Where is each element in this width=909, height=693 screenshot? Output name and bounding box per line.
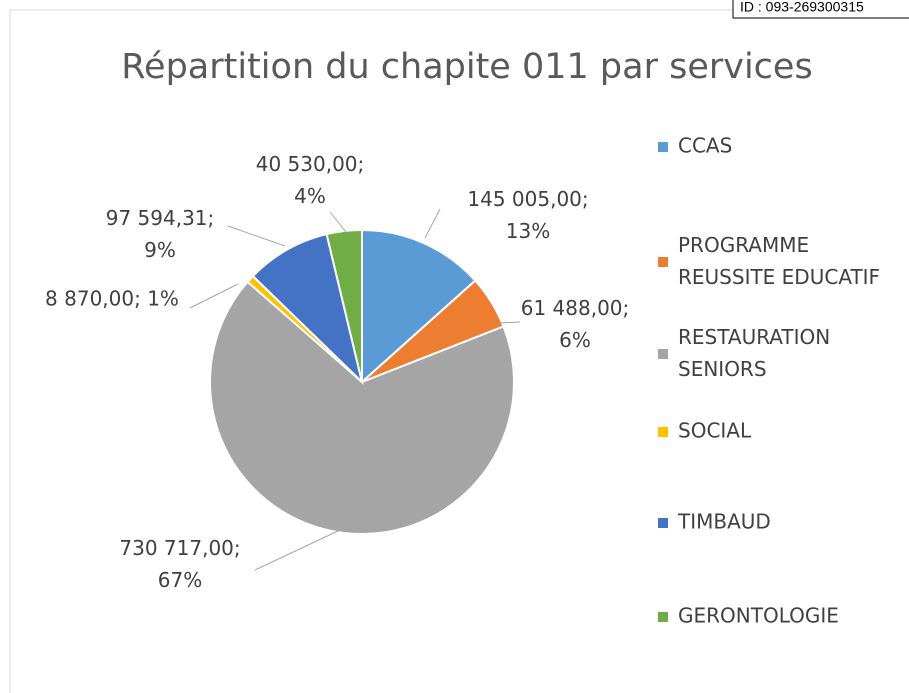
line: 9%	[144, 238, 176, 262]
line: 40 530,00;	[256, 152, 365, 176]
legend-swatch	[658, 257, 668, 267]
chart-title: Répartition du chapite 011 par services	[121, 47, 812, 87]
data-label: 40 530,00; 4%	[256, 152, 365, 208]
line: RESTAURATION	[678, 325, 830, 349]
line: REUSSITE EDUCATIF	[678, 265, 880, 289]
legend-swatch	[658, 349, 668, 359]
line: PROGRAMME	[678, 233, 809, 257]
legend-label: CCAS	[678, 134, 732, 158]
legend-label: TIMBAUD	[677, 510, 771, 534]
leader-line	[254, 529, 341, 571]
line: 97 594,31;	[106, 206, 215, 230]
leader-line	[189, 283, 239, 309]
legend-label: GERONTOLOGIE	[678, 604, 839, 628]
stamp-box	[732, 0, 909, 19]
data-label: 61 488,00; 6%	[521, 296, 630, 352]
line: 6%	[559, 328, 591, 352]
line: 145 005,00;	[467, 187, 588, 211]
pie-slice	[325, 228, 363, 383]
data-label: 8 870,00; 1%	[45, 287, 179, 311]
legend-label: PROGRAMME REUSSITE EDUCATIF	[678, 233, 880, 289]
pie-slice	[361, 228, 477, 385]
data-label: 97 594,31; 9%	[106, 206, 215, 262]
leader-line	[227, 225, 286, 247]
leader-line	[499, 321, 521, 324]
line: 730 717,00;	[119, 536, 240, 560]
data-label: 730 717,00; 67%	[119, 536, 240, 592]
line: 61 488,00;	[521, 296, 630, 320]
leader-line	[329, 211, 347, 233]
leader-line	[424, 208, 441, 239]
line: 13%	[506, 219, 550, 243]
legend-label: RESTAURATION SENIORS	[678, 325, 830, 381]
legend-swatch	[658, 142, 668, 152]
legend-label: SOCIAL	[678, 419, 752, 443]
legend-swatch	[658, 427, 668, 437]
legend-swatch	[658, 518, 668, 528]
line: 67%	[158, 568, 202, 592]
line: SENIORS	[678, 357, 767, 381]
data-label: 145 005,00; 13%	[467, 187, 588, 243]
line: 4%	[294, 184, 326, 208]
id-stamp: ID : 093-269300315	[740, 0, 864, 15]
legend-swatch	[658, 612, 668, 622]
